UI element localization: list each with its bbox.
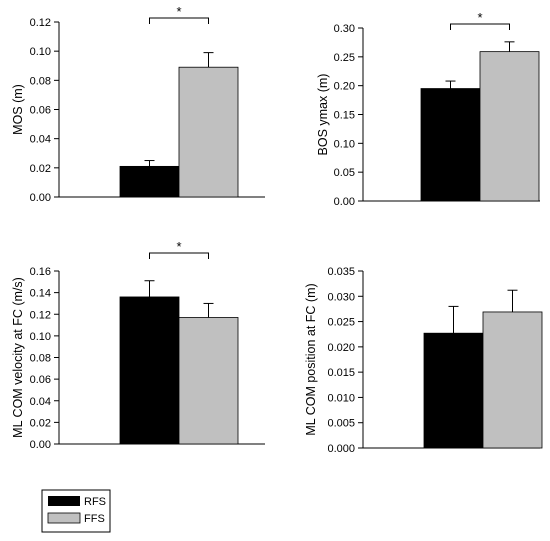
y-tick-label: 0.15 xyxy=(334,110,355,122)
significance-star: * xyxy=(477,10,482,25)
legend-label-rfs: RFS xyxy=(84,496,106,508)
significance-bracket xyxy=(450,23,510,30)
y-tick-label: 0.08 xyxy=(30,353,51,365)
y-tick-label: 0.12 xyxy=(30,309,51,321)
legend: RFS FFS xyxy=(41,489,111,533)
y-tick-label: 0.04 xyxy=(30,134,51,146)
y-tick-label: 0.10 xyxy=(334,138,355,150)
y-tick-label: 0.25 xyxy=(334,52,355,64)
legend-label-ffs: FFS xyxy=(84,513,105,525)
bar-rfs xyxy=(420,88,481,202)
y-tick-label: 0.30 xyxy=(334,23,355,35)
y-tick-label: 0.02 xyxy=(30,417,51,429)
y-tick-label: 0.06 xyxy=(30,374,51,386)
y-tick-label: 0.16 xyxy=(30,266,51,278)
bar-ffs xyxy=(178,317,239,445)
y-tick-label: 0.015 xyxy=(327,367,355,379)
y-tick-label: 0.12 xyxy=(30,17,51,29)
y-tick-label: 0.00 xyxy=(30,439,51,451)
bar-ffs xyxy=(479,51,540,202)
y-tick-label: 0.04 xyxy=(30,396,51,408)
significance-bracket xyxy=(149,17,209,24)
y-tick-label: 0.06 xyxy=(30,105,51,117)
y-axis-label: ML COM velocity at FC (m/s) xyxy=(11,277,25,438)
y-tick-label: 0.08 xyxy=(30,75,51,87)
y-tick-label: 0.00 xyxy=(334,196,355,208)
legend-swatch-ffs xyxy=(47,512,81,524)
bar-rfs xyxy=(119,296,180,445)
significance-star: * xyxy=(176,239,181,254)
y-tick-label: 0.05 xyxy=(334,167,355,179)
y-tick-label: 0.10 xyxy=(30,46,51,58)
significance-star: * xyxy=(176,4,181,19)
y-tick-label: 0.02 xyxy=(30,163,51,175)
y-tick-label: 0.025 xyxy=(327,317,355,329)
y-tick-label: 0.010 xyxy=(327,392,355,404)
bar-ffs xyxy=(482,311,543,449)
y-tick-label: 0.00 xyxy=(30,192,51,204)
bar-rfs xyxy=(119,165,180,198)
y-tick-label: 0.000 xyxy=(327,443,355,455)
y-tick-label: 0.020 xyxy=(327,342,355,354)
y-tick-label: 0.20 xyxy=(334,81,355,93)
y-tick-label: 0.005 xyxy=(327,418,355,430)
y-tick-label: 0.035 xyxy=(327,266,355,278)
significance-bracket xyxy=(149,252,209,259)
y-axis-label: ML COM position at FC (m) xyxy=(304,283,318,435)
y-tick-label: 0.030 xyxy=(327,291,355,303)
y-tick-label: 0.14 xyxy=(30,288,51,300)
y-tick-label: 0.10 xyxy=(30,331,51,343)
bar-ffs xyxy=(178,66,239,198)
y-axis-label: BOS ymax (m) xyxy=(316,74,330,156)
bar-rfs xyxy=(423,332,484,449)
y-axis-label: MOS (m) xyxy=(11,84,25,135)
legend-swatch-rfs xyxy=(48,496,80,506)
